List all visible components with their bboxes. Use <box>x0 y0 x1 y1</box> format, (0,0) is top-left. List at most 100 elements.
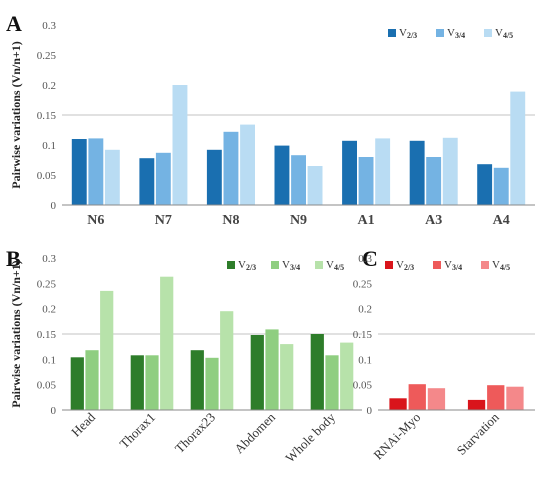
panel-c-ytick-label: 0.3 <box>358 253 372 265</box>
panel-b-bar-thorax1-s1 <box>130 355 144 410</box>
panel-b-bar-whole-body-s2 <box>325 355 339 410</box>
panel-a-ytick-label: 0.05 <box>37 170 57 182</box>
panel-a-ytick-label: 0.3 <box>42 20 56 32</box>
panel-a-category-label: N8 <box>222 213 239 228</box>
panel-a-bar-a4-s3 <box>510 91 526 205</box>
panel-b-bar-head-s2 <box>85 350 99 410</box>
panel-b-bar-abdomen-s3 <box>280 344 294 410</box>
panel-a-bar-n7-s2 <box>155 152 171 205</box>
panel-c-legend-swatch <box>481 261 489 269</box>
panel-a-bar-a3-s1 <box>409 140 425 205</box>
panel-b-bar-head-s1 <box>70 357 84 410</box>
panel-a-letter: A <box>6 11 22 36</box>
panel-a-bar-a1-s2 <box>358 157 374 205</box>
panel-a-legend-label: V4/5 <box>495 27 513 40</box>
panel-b-bar-thorax23-s1 <box>190 350 204 410</box>
panel-b-legend-swatch <box>227 261 235 269</box>
panel-a-ytick-label: 0.15 <box>37 110 57 122</box>
panel-a-bar-n6-s3 <box>104 149 120 205</box>
panel-c-bar-starvation-s2 <box>487 385 505 410</box>
panel-a-ytick-label: 0 <box>51 200 57 212</box>
panel-c-bar-rnai-myo-s2 <box>408 384 426 410</box>
panel-b-category-label: Thorax23 <box>172 410 218 456</box>
panel-b-category-label: Head <box>68 409 98 439</box>
panel-b-letter: B <box>6 246 21 271</box>
panel-b-bar-thorax1-s2 <box>145 355 159 410</box>
panel-a-y-axis-label: Pairwise variations (Vn/n+1) <box>9 41 23 189</box>
panel-c-ytick-label: 0.1 <box>358 354 372 366</box>
panel-a-legend-swatch <box>484 29 492 37</box>
panel-a-bar-n8-s2 <box>223 131 239 205</box>
panel-b-y-axis-label: Pairwise variations (Vn/n+1) <box>9 260 23 408</box>
panel-a-legend-label: V2/3 <box>399 27 417 40</box>
panel-a-legend-label: V3/4 <box>447 27 465 40</box>
panel-b-legend-label: V3/4 <box>282 259 300 272</box>
panel-c-ytick-label: 0.05 <box>353 380 373 392</box>
panel-a-legend-swatch <box>388 29 396 37</box>
panel-c-category-label: Starvation <box>453 409 502 458</box>
panel-b-legend-swatch <box>315 261 323 269</box>
panel-b-ytick-label: 0.05 <box>37 380 57 392</box>
panel-b-ytick-label: 0.3 <box>42 253 56 265</box>
panel-a-ytick-label: 0.2 <box>42 80 56 92</box>
panel-a-bar-a1-s3 <box>375 138 391 205</box>
panel-b-bar-thorax1-s3 <box>160 276 174 410</box>
panel-b-bar-whole-body-s1 <box>310 334 324 410</box>
panel-c-legend-label: V2/3 <box>396 259 414 272</box>
panel-b-bar-abdomen-s1 <box>250 335 264 410</box>
panel-b-ytick-label: 0.15 <box>37 329 57 341</box>
panel-b-category-label: Thorax1 <box>116 410 158 452</box>
panel-b-bar-head-s3 <box>100 290 114 410</box>
panel-c-bar-starvation-s3 <box>506 386 524 410</box>
panel-a-ytick-label: 0.1 <box>42 140 56 152</box>
panel-a-category-label: N7 <box>155 213 172 228</box>
panel-c-bar-rnai-myo-s3 <box>427 388 446 410</box>
panel-b-ytick-label: 0.1 <box>42 354 56 366</box>
panel-c-legend-label: V3/4 <box>444 259 462 272</box>
panel-c-ytick-label: 0.25 <box>353 278 373 290</box>
panel-a-bar-n7-s3 <box>172 85 188 205</box>
panel-b-bar-abdomen-s2 <box>265 329 279 410</box>
panel-a-bar-n8-s3 <box>240 124 255 205</box>
panel-b-legend-label: V2/3 <box>238 259 256 272</box>
panel-a-category-label: N9 <box>290 213 307 228</box>
panel-a-bar-n6-s2 <box>88 138 104 205</box>
panel-a-bar-n9-s2 <box>291 155 306 205</box>
panel-b-legend-swatch <box>271 261 279 269</box>
panel-a-bar-a3-s3 <box>442 137 458 205</box>
panel-c-ytick-label: 0.2 <box>358 304 372 316</box>
panel-b-category-label: Abdomen <box>231 409 278 456</box>
panel-c-ytick-label: 0.15 <box>353 329 373 341</box>
panel-c-legend-label: V4/5 <box>492 259 510 272</box>
panel-a-bar-n9-s1 <box>274 145 290 205</box>
panel-b-bar-thorax23-s3 <box>220 311 234 410</box>
panel-b-bar-thorax23-s2 <box>205 357 219 410</box>
panel-a-bar-a4-s1 <box>477 164 493 205</box>
panel-b-ytick-label: 0.2 <box>42 304 56 316</box>
panel-c-letter: C <box>362 246 378 271</box>
panel-a-bar-n8-s1 <box>206 149 222 205</box>
panel-c-bar-rnai-myo-s1 <box>389 398 407 410</box>
panel-a-legend-swatch <box>436 29 444 37</box>
panel-c-bar-starvation-s1 <box>467 399 486 410</box>
panel-a-category-label: A4 <box>493 213 510 228</box>
panel-c-ytick-label: 0 <box>367 405 373 417</box>
panel-b-category-label: Whole body <box>282 409 338 465</box>
panel-c-legend-swatch <box>433 261 441 269</box>
panel-a-bar-n7-s1 <box>139 158 155 205</box>
panel-b-legend-label: V4/5 <box>326 259 344 272</box>
panel-c-category-label: RNAi-Myo <box>370 410 423 463</box>
panel-b-ytick-label: 0.25 <box>37 278 57 290</box>
panel-b-ytick-label: 0 <box>51 405 57 417</box>
panel-a-category-label: N6 <box>87 213 104 228</box>
panel-a-bar-n6-s1 <box>71 139 87 205</box>
panel-a-bar-a1-s1 <box>342 140 357 205</box>
panel-a-category-label: A3 <box>425 213 442 228</box>
panel-a-bar-a3-s2 <box>426 157 442 205</box>
panel-b-bar-whole-body-s3 <box>340 342 354 410</box>
panel-c-legend-swatch <box>385 261 393 269</box>
panel-a-ytick-label: 0.25 <box>37 50 57 62</box>
panel-a-bar-a4-s2 <box>493 167 509 205</box>
panel-a-bar-n9-s3 <box>307 166 323 205</box>
